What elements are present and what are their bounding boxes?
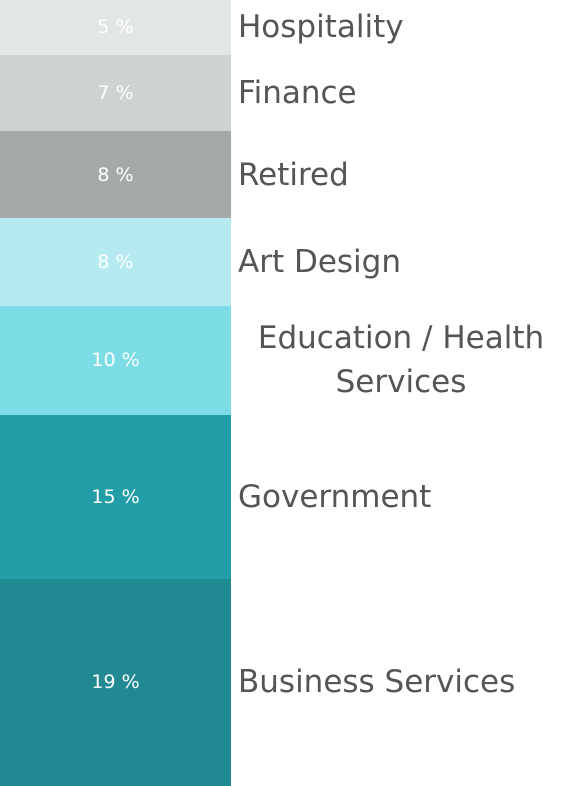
category-label: Retired	[238, 156, 349, 193]
bar-segment	[0, 414, 231, 579]
category-label: Business Services	[238, 664, 516, 701]
value-label: 19 %	[91, 671, 140, 694]
category-label: Hospitality	[238, 9, 404, 46]
value-label: 10 %	[91, 349, 140, 372]
category-label: Government	[238, 478, 432, 515]
category-label: Education / Health Services	[257, 320, 545, 401]
bar-segment	[0, 131, 231, 219]
bar-segment	[0, 218, 231, 306]
category-label: Finance	[238, 74, 357, 111]
bar-segment	[0, 54, 231, 131]
value-label: 15 %	[91, 485, 140, 508]
bar-segment	[0, 0, 231, 55]
value-label: 8 %	[97, 163, 134, 186]
value-label: 5 %	[97, 16, 134, 39]
value-label: 7 %	[97, 81, 134, 104]
bar-segment	[0, 578, 231, 786]
bar-segment	[0, 305, 231, 415]
category-label: Art Design	[238, 244, 401, 280]
value-label: 8 %	[97, 251, 134, 273]
